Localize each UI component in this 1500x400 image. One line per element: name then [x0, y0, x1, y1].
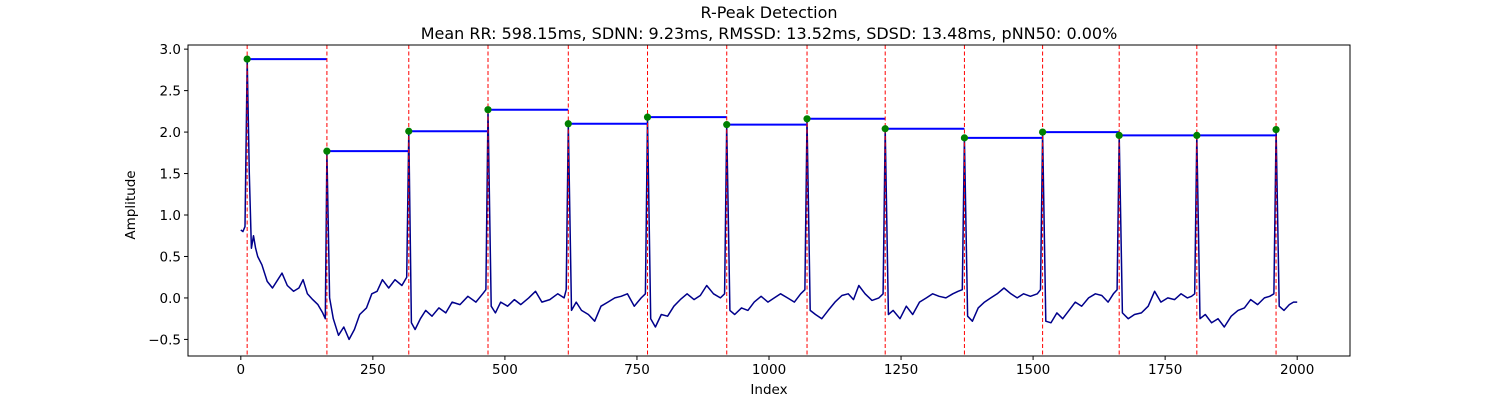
- r-peak-marker: [960, 134, 969, 142]
- x-tick-label: 1250: [884, 362, 918, 378]
- x-tick-label: 750: [624, 362, 650, 378]
- y-tick-label: 2.5: [160, 84, 181, 100]
- x-tick-label: 1000: [752, 362, 786, 378]
- y-tick-label: 0.5: [160, 249, 181, 265]
- x-axis-label: Index: [750, 382, 788, 398]
- r-peak-marker: [243, 55, 251, 63]
- x-tick-label: 0: [237, 362, 246, 378]
- r-peak-marker: [484, 106, 492, 114]
- chart-title: R-Peak Detection: [700, 3, 838, 22]
- x-tick-label: 2000: [1280, 362, 1314, 378]
- y-tick-label: 2.0: [160, 125, 181, 141]
- r-peak-marker: [881, 125, 889, 133]
- r-peak-marker: [405, 127, 413, 135]
- r-peak-marker: [564, 120, 572, 128]
- r-peak-marker: [1272, 125, 1280, 134]
- x-tick-label: 1500: [1016, 362, 1050, 378]
- r-peak-marker: [723, 121, 731, 129]
- x-tick-label: 250: [360, 362, 386, 378]
- r-peak-marker: [803, 115, 811, 123]
- r-peak-marker: [1193, 131, 1201, 139]
- r-peak-marker: [643, 113, 652, 121]
- x-tick-label: 500: [492, 362, 518, 378]
- x-tick-label: 1750: [1148, 362, 1182, 378]
- plot-frame: [187, 44, 1351, 357]
- chart-subtitle: Mean RR: 598.15ms, SDNN: 9.23ms, RMSSD: …: [420, 24, 1118, 43]
- y-tick-label: 3.0: [160, 42, 181, 58]
- y-tick-label: 0.0: [160, 291, 181, 307]
- y-axis-label: Amplitude: [123, 170, 139, 240]
- y-tick-label: 1.0: [160, 208, 181, 224]
- y-tick-label: −0.5: [148, 332, 181, 348]
- ecg-signal-line: [240, 58, 1298, 341]
- r-peak-marker: [1115, 131, 1123, 139]
- y-tick-label: 1.5: [160, 167, 181, 183]
- r-peak-marker: [323, 147, 331, 155]
- r-peak-marker: [1038, 128, 1047, 136]
